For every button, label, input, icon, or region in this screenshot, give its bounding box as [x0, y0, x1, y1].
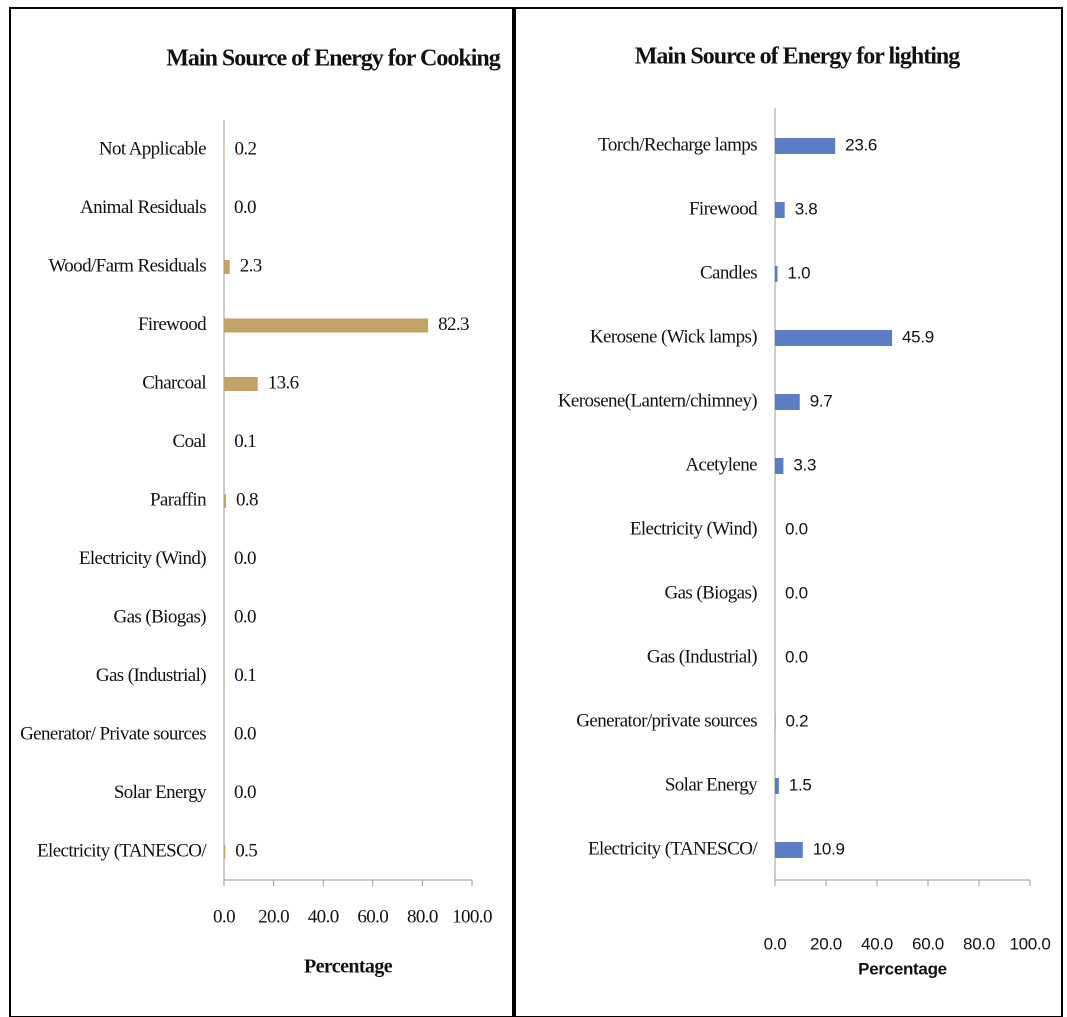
chart-title: Main Source of Energy for Cooking	[166, 46, 500, 72]
category-label: Electricity (Wind)	[630, 518, 757, 539]
bar	[224, 494, 226, 508]
value-label: 0.1	[234, 665, 256, 686]
category-label: Generator/private sources	[576, 710, 757, 731]
category-label: Electricity (Wind)	[79, 548, 206, 569]
lighting-chart: Main Source of Energy for lighting 0.0 20.…	[558, 44, 1051, 979]
value-label: 0.5	[235, 840, 257, 861]
category-label: Electricity (TANESCO/	[588, 838, 758, 859]
bar	[775, 330, 893, 346]
frame	[9, 7, 1063, 1017]
value-label: 0.8	[236, 489, 258, 510]
value-label: 23.6	[845, 135, 877, 154]
value-label: 0.0	[785, 647, 808, 666]
cooking-chart: Main Source of Energy for Cooking 0.0 20.0…	[20, 46, 502, 978]
value-label: 0.2	[786, 711, 809, 730]
category-label: Generator/ Private sources	[20, 723, 206, 744]
value-label: 0.0	[785, 583, 808, 602]
value-label: 0.2	[234, 138, 256, 159]
value-label: 1.0	[788, 263, 811, 282]
x-tick-label: 80.0	[407, 906, 438, 927]
category-label: Gas (Biogas)	[113, 606, 206, 627]
value-label: 3.3	[793, 455, 816, 474]
value-label: 0.0	[234, 606, 256, 627]
category-label: Coal	[173, 431, 207, 452]
value-label: 0.0	[234, 723, 256, 744]
bar	[224, 845, 226, 859]
category-label: Gas (Industrial)	[647, 646, 757, 667]
category-label: Gas (Industrial)	[96, 665, 206, 686]
category-label: Gas (Biogas)	[664, 582, 757, 603]
category-label: Firewood	[689, 198, 758, 219]
x-tick-label: 20.0	[810, 934, 842, 953]
value-label: 82.3	[438, 314, 469, 335]
value-label: 0.0	[234, 782, 256, 803]
value-label: 1.5	[789, 775, 812, 794]
bar	[775, 714, 776, 730]
bar	[775, 202, 785, 218]
x-tick-label: 80.0	[963, 934, 995, 953]
bar	[775, 138, 836, 154]
category-label: Wood/Farm Residuals	[48, 255, 206, 276]
value-label: 13.6	[268, 372, 299, 393]
x-tick-label: 100.0	[452, 906, 492, 927]
x-tick-label: 100.0	[1009, 934, 1050, 953]
bar	[775, 778, 779, 794]
x-tick-label: 0.0	[213, 906, 235, 927]
x-tick-label: 20.0	[258, 906, 289, 927]
category-label: Not Applicable	[99, 138, 206, 159]
x-tick-label: 60.0	[357, 906, 388, 927]
value-label: 10.9	[813, 839, 845, 858]
x-axis-title: Percentage	[304, 956, 393, 978]
category-label: Kerosene(Lantern/chimney)	[558, 390, 757, 411]
category-label: Paraffin	[150, 489, 207, 510]
x-tick-label: 40.0	[861, 934, 893, 953]
bar	[775, 842, 803, 858]
bar	[775, 458, 784, 474]
bar	[224, 318, 429, 333]
value-label: 9.7	[810, 391, 833, 410]
value-label: 0.0	[785, 519, 808, 538]
category-label: Torch/Recharge lamps	[598, 134, 757, 155]
value-label: 0.0	[234, 197, 256, 218]
category-label: Acetylene	[685, 454, 757, 475]
category-label: Animal Residuals	[80, 197, 206, 218]
x-tick-label: 60.0	[912, 934, 944, 953]
x-tick-label: 0.0	[764, 934, 787, 953]
category-label: Kerosene (Wick lamps)	[590, 326, 757, 347]
bar	[775, 394, 800, 410]
value-label: 45.9	[902, 327, 934, 346]
value-label: 3.8	[795, 199, 818, 218]
category-label: Solar Energy	[114, 782, 207, 803]
category-label: Firewood	[138, 314, 207, 335]
category-label: Electricity (TANESCO/	[37, 840, 207, 861]
category-label: Candles	[700, 262, 757, 283]
value-label: 2.3	[240, 255, 262, 276]
category-label: Charcoal	[142, 372, 206, 393]
x-tick-label: 40.0	[308, 906, 339, 927]
category-label: Solar Energy	[665, 774, 758, 795]
bar	[224, 260, 230, 274]
bar	[775, 266, 778, 282]
bar	[224, 377, 258, 391]
x-axis-title: Percentage	[858, 959, 947, 978]
value-label: 0.0	[234, 548, 256, 569]
value-label: 0.1	[234, 431, 256, 452]
chart-title: Main Source of Energy for lighting	[635, 44, 960, 70]
